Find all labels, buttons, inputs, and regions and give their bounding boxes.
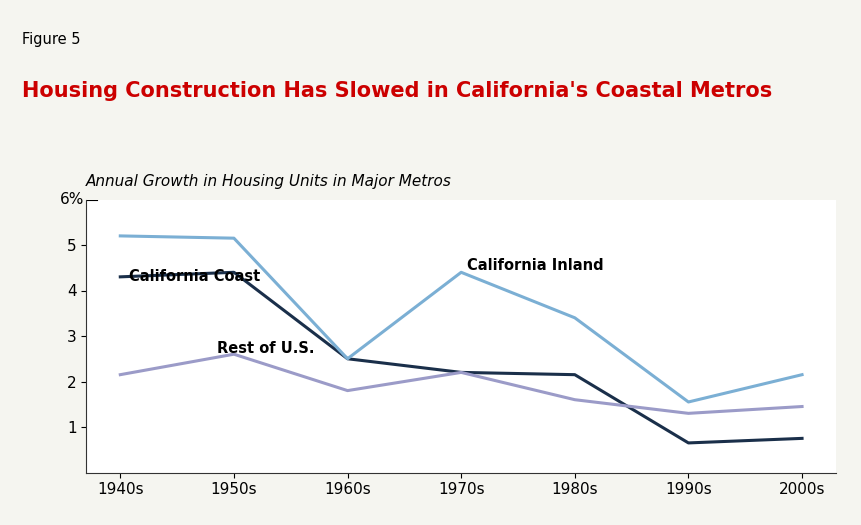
Text: California Inland: California Inland — [467, 258, 603, 273]
Text: Figure 5: Figure 5 — [22, 33, 80, 47]
Text: Rest of U.S.: Rest of U.S. — [217, 341, 314, 356]
Text: California Coast: California Coast — [129, 269, 260, 285]
Text: Annual Growth in Housing Units in Major Metros: Annual Growth in Housing Units in Major … — [86, 174, 451, 189]
Text: 6%: 6% — [59, 192, 84, 207]
Text: Housing Construction Has Slowed in California's Coastal Metros: Housing Construction Has Slowed in Calif… — [22, 81, 771, 101]
